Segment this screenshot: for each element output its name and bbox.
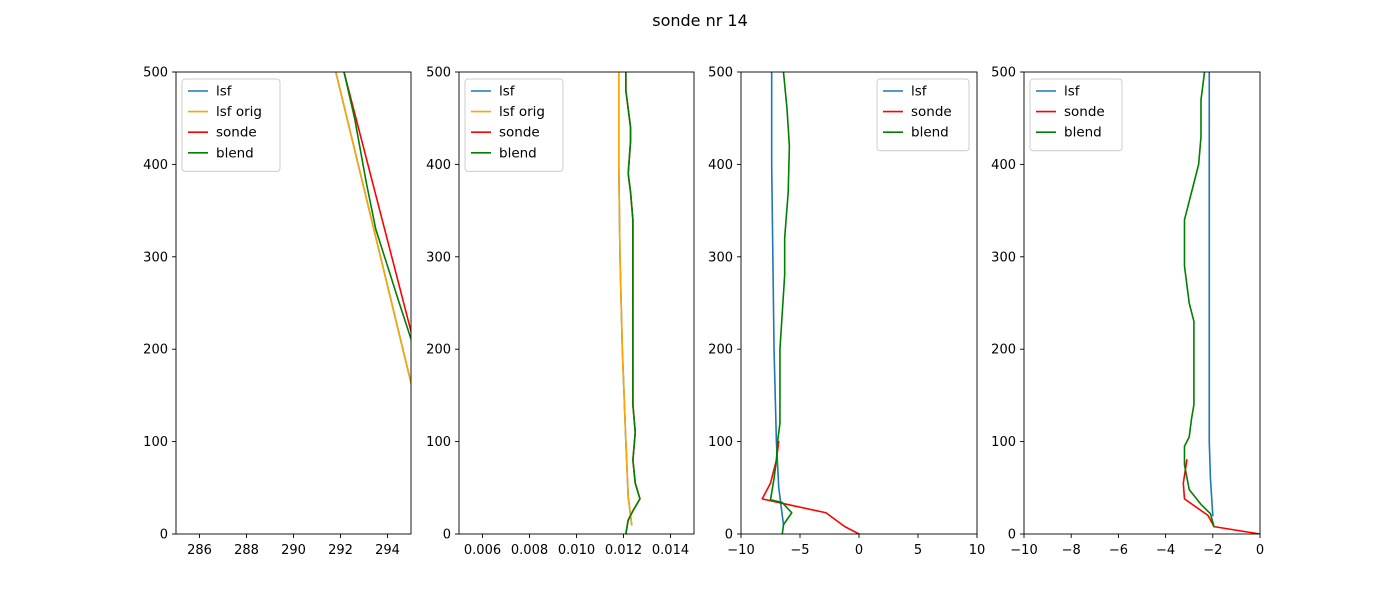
x-tick-label: 0.008 [511, 543, 548, 558]
legend-label: lsf [1064, 84, 1081, 100]
y-tick-label: 200 [143, 343, 168, 358]
subplot-4: −10 −8 −6 −4 −2 0 0 100 200 300 400 500 lsf sonde blen… [991, 66, 1264, 559]
y-tick-label: 200 [991, 343, 1016, 358]
x-tick-label: 0.012 [605, 543, 642, 558]
x-tick-label: 286 [187, 543, 212, 558]
series-group [334, 72, 411, 387]
series-line-lsf [1208, 72, 1214, 517]
legend-label: lsf orig [216, 104, 262, 120]
y-tick-label: 300 [991, 250, 1016, 265]
y-tick-label: 0 [443, 528, 451, 543]
series-line-blend [769, 72, 793, 534]
y-tick-label: 100 [143, 435, 168, 450]
y-tick-label: 500 [991, 66, 1016, 81]
legend-label: blend [499, 145, 537, 161]
x-tick-label: −10 [727, 543, 754, 558]
subplot-2: 0.006 0.008 0.010 0.012 0.014 0 100 200 300 400 50… [426, 66, 695, 558]
legend: lsf lsf orig sonde blend [181, 78, 281, 172]
y-tick-label: 100 [426, 435, 451, 450]
series-line-blend [625, 72, 641, 534]
axes-frame [1023, 71, 1261, 535]
x-tick-label: 0 [855, 543, 863, 558]
series-line-lsf-orig [334, 72, 411, 387]
legend-label: lsf orig [499, 104, 545, 120]
series-group [761, 72, 861, 534]
y-tick-label: 100 [708, 435, 733, 450]
figure-title: sonde nr 14 [652, 11, 748, 30]
x-tick-label: 294 [375, 543, 400, 558]
y-tick-label: 300 [143, 250, 168, 265]
legend-label: sonde [216, 125, 257, 141]
y-tick-label: 100 [991, 435, 1016, 450]
x-tick-label: 288 [234, 543, 259, 558]
x-tick-label: −6 [1109, 543, 1128, 558]
x-tick-label: 290 [281, 543, 306, 558]
legend-frame [181, 78, 281, 172]
y-tick-label: 400 [426, 158, 451, 173]
y-tick-label: 500 [708, 66, 733, 81]
legend: lsf lsf orig sonde blend [464, 78, 564, 172]
series-line-blend [343, 72, 411, 342]
x-tick-label: −10 [1010, 543, 1037, 558]
y-tick-label: 200 [708, 343, 733, 358]
legend-label: blend [1064, 125, 1102, 141]
series-line-lsf-orig [617, 72, 633, 526]
series-line-blend [1183, 72, 1215, 528]
x-tick-label: 0.014 [652, 543, 689, 558]
y-tick-label: 0 [1008, 528, 1016, 543]
y-tick-label: 500 [143, 66, 168, 81]
legend: lsf sonde blend [1029, 78, 1123, 152]
legend-label: lsf [216, 84, 233, 100]
legend-label: sonde [911, 104, 952, 120]
legend-frame [464, 78, 564, 172]
y-tick-label: 400 [708, 158, 733, 173]
x-tick-label: −8 [1062, 543, 1081, 558]
series-line-sonde [343, 72, 411, 335]
x-tick-label: −4 [1156, 543, 1175, 558]
x-tick-label: 0.006 [464, 543, 501, 558]
legend-label: blend [911, 125, 949, 141]
y-tick-label: 300 [426, 250, 451, 265]
legend: lsf sonde blend [876, 78, 970, 152]
x-tick-label: 0 [1256, 543, 1264, 558]
y-tick-label: 400 [143, 158, 168, 173]
y-tick-label: 200 [426, 343, 451, 358]
subplot-1: 286 288 290 292 294 0 100 200 300 400 500 lsf lsf or… [143, 66, 412, 558]
y-tick-label: 0 [725, 528, 733, 543]
legend-label: lsf [911, 84, 928, 100]
series-line-lsf [770, 72, 785, 526]
y-tick-label: 500 [426, 66, 451, 81]
series-group [1182, 72, 1260, 534]
y-tick-label: 400 [991, 158, 1016, 173]
series-group [617, 72, 641, 534]
legend-label: lsf [499, 84, 516, 100]
legend-label: blend [216, 145, 254, 161]
legend-label: sonde [499, 125, 540, 141]
y-tick-label: 0 [160, 528, 168, 543]
x-tick-label: 5 [914, 543, 922, 558]
x-tick-label: 292 [328, 543, 353, 558]
legend-label: sonde [1064, 104, 1105, 120]
x-tick-label: 10 [969, 543, 986, 558]
x-tick-label: −5 [790, 543, 809, 558]
x-tick-label: −2 [1203, 543, 1222, 558]
series-line-sonde [1182, 459, 1260, 534]
y-tick-label: 300 [708, 250, 733, 265]
x-tick-label: 0.010 [558, 543, 595, 558]
